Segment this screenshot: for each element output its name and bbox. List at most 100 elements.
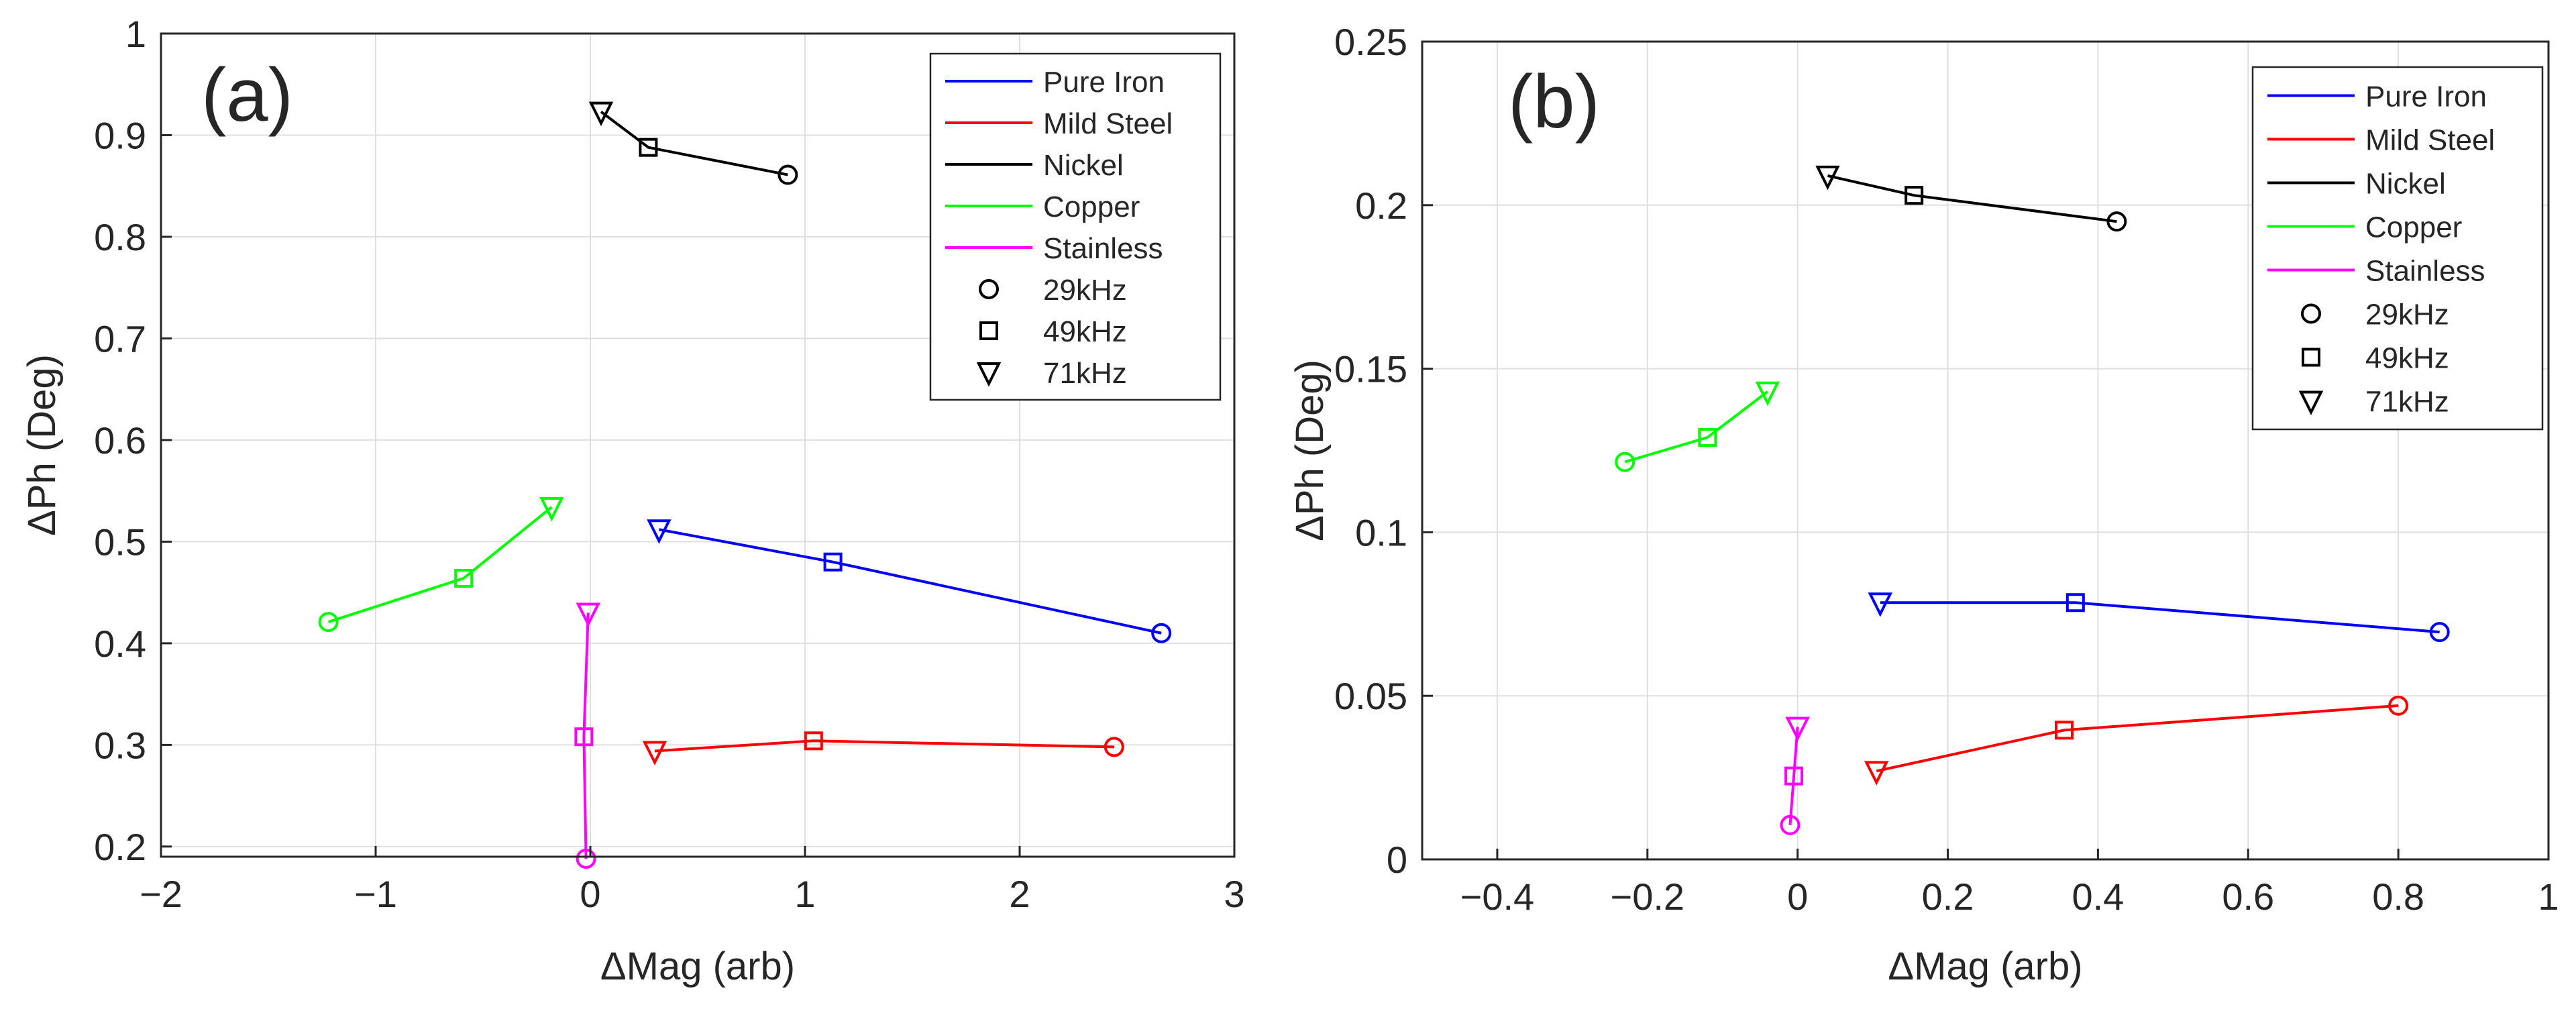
panel-a-nickel-point-49khz [639,138,658,157]
panel-a-legend-box [929,52,1222,401]
panel-b-x-tick-label: 1 [2538,875,2559,918]
panel-b-legend-box [2251,66,2544,431]
panel-a-legend-marker-29khz [979,279,999,299]
panel-a-x-tick-label: 1 [794,873,815,915]
panel-a-legend-label-49khz: 49kHz [1043,315,1127,348]
panel-b: −0.4 −0.2 0 0.2 0.4 0.6 0.8 1 0 0.05 0.1 0.15 0.2 0.2… [1288,21,2559,988]
panel-a-legend-marker-71khz [976,362,1002,387]
panel-b-y-tick-label: 0.25 [1334,21,1407,63]
panel-a-stainless-point-29khz [576,849,596,869]
panel-b-legend-label-stainless: Stainless [2365,255,2485,288]
panel-a-mild-steel-point-29khz [1104,737,1124,757]
panel-b-mild-steel-point-29khz [2388,695,2409,716]
panel-a-y-tick-label: 0.3 [94,724,146,766]
panel-a-legend-marker-49khz [979,321,998,340]
panel-b-legend-label-49khz: 49kHz [2365,342,2449,375]
panel-b-pure-iron-line [1880,601,2440,634]
panel-a-mild-steel-point-71khz [642,741,667,765]
panel-b-legend-label-copper: Copper [2365,211,2462,244]
panel-a: −2 −1 0 1 2 3 0.2 0.3 0.4 0.5 0.6 0.7 0.8 0.9 1 (a) ΔM… [0,0,1245,988]
panel-b-legend-label-nickel: Nickel [2365,168,2446,201]
panel-b-nickel-line [1827,174,2117,223]
panel-b-nickel-point-71khz [1815,165,1840,191]
panel-b-legend-label-29khz: 29kHz [2365,299,2449,331]
panel-b-y-tick-label: 0.1 [1355,511,1407,553]
panel-b-x-tick-label: −0.4 [1460,875,1535,918]
panel-a-copper-point-49khz [454,568,474,588]
panel-a-pure-iron-point-29khz [1151,623,1172,643]
panel-a-y-tick-label: 0.8 [94,216,146,258]
panel-b-x-tick-label: 0.8 [2372,875,2424,918]
panel-a-copper-point-29khz [318,612,339,633]
panel-a-y-tick-label: 0.7 [94,317,146,360]
panel-a-y-axis-label: ΔPh (Deg) [20,354,64,536]
panel-b-legend-label-pure-iron: Pure Iron [2365,81,2487,113]
panel-b-y-tick-label: 0 [1387,839,1407,881]
panel-a-legend-label-pure-iron: Pure Iron [1043,66,1165,99]
panel-b-y-tick-label: 0.15 [1334,348,1407,390]
panel-a-y-tick-label: 0.4 [94,623,146,665]
panel-a-legend-label-71khz: 71kHz [1043,357,1127,390]
panel-b-legend-label-71khz: 71kHz [2365,386,2449,419]
panel-a-label: (a) [201,53,293,137]
panel-b-legend: Pure Iron Mild Steel Nickel Copper Stainless… [2251,66,2544,431]
panel-b-x-tick-label: 0.4 [2072,875,2124,918]
panel-a-legend: Pure Iron Mild Steel Nickel Copper Stainless… [929,52,1222,401]
panel-b-ticks: −0.4 −0.2 0 0.2 0.4 0.6 0.8 1 0 0.05 0.1 0.15 0.2 0.2… [1334,21,2559,918]
panel-a-mild-steel-line [654,739,1114,753]
panel-b-stainless-point-71khz [1785,716,1810,741]
panel-b-mild-steel-point-49khz [2055,721,2074,740]
panel-b-x-axis-label: ΔMag (arb) [1888,945,2082,988]
panel-a-pure-iron-point-49khz [823,552,843,572]
panel-a-legend-label-stainless: Stainless [1043,232,1163,265]
panel-b-copper-point-29khz [1615,451,1635,472]
panel-a-legend-label-mild-steel: Mild Steel [1043,107,1173,140]
panel-b-mild-steel-point-71khz [1864,761,1889,786]
panel-a-legend-label-copper: Copper [1043,191,1140,223]
panel-a-ticks: −2 −1 0 1 2 3 0.2 0.3 0.4 0.5 0.6 0.7 0.8 0.9 1 [94,13,1244,915]
panel-b-x-tick-label: 0.6 [2222,875,2274,918]
panel-a-stainless-line [582,613,590,859]
panel-a-x-tick-label: 2 [1009,873,1030,915]
panel-b-stainless-point-49khz [1784,766,1804,786]
panel-a-x-tick-label: 3 [1224,873,1244,915]
panel-a-copper-point-71khz [539,496,564,522]
panel-b-nickel-point-49khz [1904,186,1924,205]
panel-a-legend-label-29khz: 29kHz [1043,274,1127,307]
panel-a-y-tick-label: 0.6 [94,419,146,462]
panel-a-nickel-point-71khz [588,101,614,127]
panel-b-x-tick-label: −0.2 [1611,875,1685,918]
panel-a-stainless-point-49khz [574,727,594,747]
panel-a-stainless-point-71khz [576,602,601,627]
panel-b-copper-point-71khz [1755,381,1780,407]
panel-b-label: (b) [1508,60,1600,144]
panel-a-anchor [0,0,1,1]
panel-a-x-tick-label: 0 [580,873,600,915]
panel-a-pure-iron-point-71khz [647,519,672,544]
panel-b-pure-iron-point-71khz [1868,592,1893,617]
panel-b-axes-frame [1421,40,2550,861]
panel-a-x-tick-label: −1 [354,873,397,915]
panel-a-series [318,101,1172,869]
panel-b-pure-iron-point-49khz [2065,593,2085,613]
panel-b-y-axis-label: ΔPh (Deg) [1288,360,1332,541]
panel-b-legend-label-mild-steel: Mild Steel [2365,124,2495,157]
panel-b-pure-iron-point-29khz [2429,622,2450,643]
panel-a-pure-iron-line [659,528,1162,635]
panel-a-mild-steel-point-49khz [804,731,823,751]
panel-b-y-tick-label: 0.05 [1334,675,1407,717]
panel-a-copper-line [327,506,553,623]
panel-a-y-tick-label: 1 [125,13,146,55]
panel-b-legend-marker-49khz [2302,348,2320,367]
panel-b-x-tick-label: 0.2 [1922,875,1974,918]
panel-b-copper-point-49khz [1698,427,1717,447]
panel-a-y-tick-label: 0.9 [94,114,146,156]
panel-a-nickel-line [600,111,788,176]
panel-b-copper-line [1624,390,1769,464]
panel-b-y-tick-label: 0.2 [1355,184,1407,227]
panel-b-x-tick-label: 0 [1787,875,1808,918]
panel-a-x-axis-label: ΔMag (arb) [600,945,795,988]
panel-a-y-tick-label: 0.5 [94,521,146,563]
panel-b-legend-marker-71khz [2298,390,2324,415]
